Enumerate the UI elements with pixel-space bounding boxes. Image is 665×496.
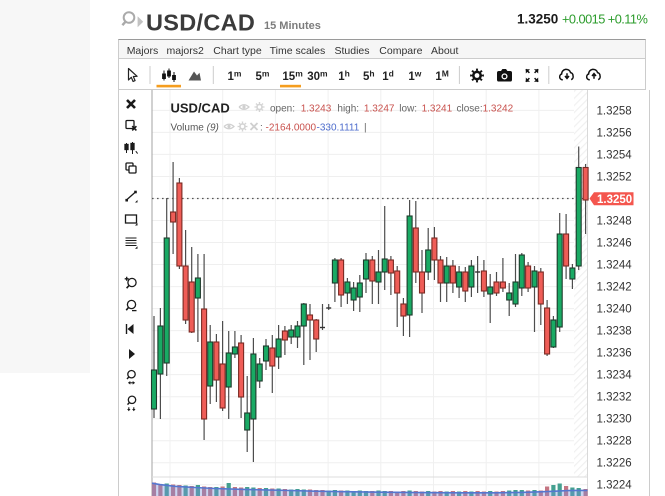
svg-text:1.3242: 1.3242 — [483, 104, 514, 115]
svg-text:1.3226: 1.3226 — [597, 458, 632, 470]
svg-text:1.3254: 1.3254 — [597, 149, 633, 161]
svg-text:Compare: Compare — [379, 45, 422, 57]
svg-text:1.3230: 1.3230 — [597, 414, 632, 426]
svg-text:15 Minutes: 15 Minutes — [264, 20, 321, 32]
svg-text:1.3236: 1.3236 — [597, 348, 632, 360]
svg-text:1.3243: 1.3243 — [301, 104, 332, 115]
svg-text:1.3232: 1.3232 — [597, 392, 632, 404]
svg-text:5h: 5h — [363, 69, 375, 84]
svg-text:1.3228: 1.3228 — [597, 436, 632, 448]
svg-text:1.3238: 1.3238 — [597, 326, 632, 338]
svg-text:1.3248: 1.3248 — [597, 216, 632, 228]
svg-text:Time scales: Time scales — [270, 45, 326, 57]
svg-text:1.3234: 1.3234 — [597, 370, 633, 382]
svg-text:high:: high: — [337, 104, 359, 115]
svg-text:1.3242: 1.3242 — [597, 282, 632, 294]
svg-text:1.3246: 1.3246 — [597, 238, 632, 250]
svg-text:Volume (9): Volume (9) — [171, 123, 219, 134]
svg-text:30m: 30m — [307, 69, 328, 84]
svg-text:low:: low: — [399, 104, 417, 115]
svg-text:-330.1111: -330.1111 — [317, 123, 360, 134]
svg-text:+0.0015 +0.11%: +0.0015 +0.11% — [562, 12, 647, 27]
svg-text:1.3258: 1.3258 — [597, 105, 632, 117]
svg-text:5m: 5m — [256, 69, 270, 84]
svg-text:1.3256: 1.3256 — [597, 127, 632, 139]
svg-text:About: About — [431, 45, 459, 57]
svg-text::: : — [260, 123, 263, 134]
svg-text:Majors: Majors — [127, 45, 159, 57]
svg-text:1.3241: 1.3241 — [422, 104, 453, 115]
svg-text:majors2: majors2 — [167, 45, 205, 57]
svg-text:Chart type: Chart type — [213, 45, 262, 57]
svg-text:Studies: Studies — [335, 45, 370, 57]
svg-text:-2164.0000: -2164.0000 — [266, 123, 317, 134]
svg-text:1.3247: 1.3247 — [364, 104, 395, 115]
svg-text:|: | — [364, 123, 367, 134]
svg-text:1M: 1M — [435, 69, 449, 84]
svg-text:1.3244: 1.3244 — [597, 260, 633, 272]
svg-text:close:: close: — [457, 104, 483, 115]
svg-text:1h: 1h — [338, 69, 350, 84]
svg-text:1.3252: 1.3252 — [597, 172, 632, 184]
svg-text:open:: open: — [270, 104, 295, 115]
svg-text:1.3250: 1.3250 — [597, 194, 632, 206]
svg-text:1.3240: 1.3240 — [597, 304, 632, 316]
svg-text:USD/CAD: USD/CAD — [171, 101, 230, 116]
svg-text:1.3224: 1.3224 — [597, 480, 633, 492]
svg-text:15m: 15m — [282, 69, 303, 84]
svg-text:1d: 1d — [382, 69, 394, 84]
svg-text:1w: 1w — [408, 69, 421, 84]
svg-text:1m: 1m — [228, 69, 242, 84]
svg-text:USD/CAD: USD/CAD — [146, 10, 255, 36]
svg-text:1.3250: 1.3250 — [517, 12, 558, 27]
